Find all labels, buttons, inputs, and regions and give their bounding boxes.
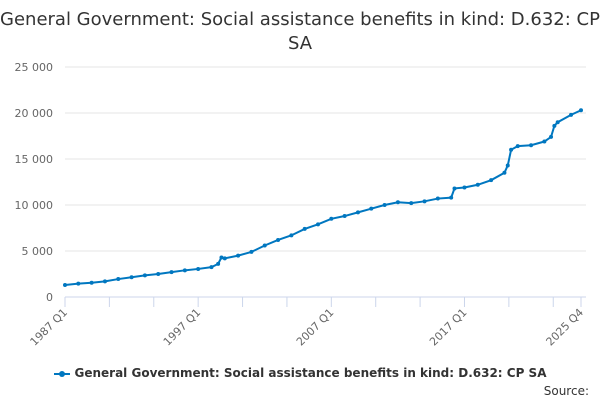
data-point (196, 266, 201, 271)
legend-item[interactable]: General Government: Social assistance be… (0, 366, 600, 380)
data-point (475, 182, 480, 187)
y-tick-label: 15 000 (15, 153, 54, 166)
data-point (156, 272, 161, 276)
data-point (63, 283, 67, 288)
data-point (552, 123, 557, 128)
data-point (329, 216, 334, 221)
data-point (549, 134, 554, 139)
data-point (515, 144, 520, 149)
data-point (76, 281, 81, 286)
data-point (435, 196, 440, 201)
data-point (249, 249, 254, 254)
y-tick-label: 20 000 (15, 107, 54, 120)
y-tick-label: 5 000 (22, 245, 54, 258)
data-point (462, 185, 467, 190)
data-point (142, 273, 147, 278)
data-point (169, 270, 174, 275)
data-point (409, 201, 414, 206)
data-point (505, 163, 510, 168)
data-point (509, 147, 514, 152)
data-point (579, 108, 583, 113)
data-point (355, 210, 360, 215)
data-point (236, 253, 241, 258)
data-point (216, 261, 221, 266)
data-point (555, 120, 560, 125)
data-point (289, 233, 294, 238)
x-tick-label: 2025 Q4 (544, 306, 587, 349)
data-point (129, 275, 134, 280)
x-tick-label: 2017 Q1 (427, 306, 470, 349)
data-point (382, 203, 387, 207)
chart-title: General Government: Social assistance be… (0, 9, 600, 54)
data-point (449, 195, 454, 200)
data-point (529, 143, 534, 148)
data-point (502, 170, 507, 175)
data-point (569, 112, 574, 117)
data-point (89, 280, 94, 285)
data-point (222, 256, 227, 261)
y-tick-label: 10 000 (15, 199, 54, 212)
data-point (262, 243, 267, 248)
x-tick-label: 1997 Q1 (161, 306, 204, 349)
data-point (102, 279, 107, 284)
data-point (302, 226, 307, 231)
data-point (422, 199, 427, 204)
legend-label: General Government: Social assistance be… (74, 366, 547, 380)
data-point (209, 265, 214, 270)
x-tick-label: 1987 Q1 (28, 306, 71, 349)
data-point (182, 268, 187, 273)
data-point (542, 139, 547, 144)
y-tick-label: 25 000 (15, 61, 54, 74)
data-point (276, 237, 281, 242)
x-tick-label: 2007 Q1 (294, 306, 337, 349)
data-point (219, 255, 224, 260)
data-point (395, 200, 400, 205)
source-label: Source: (543, 384, 589, 398)
series-line (64, 109, 582, 287)
data-point (116, 277, 121, 282)
data-point (452, 186, 457, 191)
data-point (369, 206, 374, 211)
y-tick-label: 0 (46, 291, 53, 304)
data-point (316, 222, 321, 227)
legend-marker-icon (53, 370, 70, 377)
data-point (342, 214, 347, 219)
data-point (489, 178, 494, 183)
